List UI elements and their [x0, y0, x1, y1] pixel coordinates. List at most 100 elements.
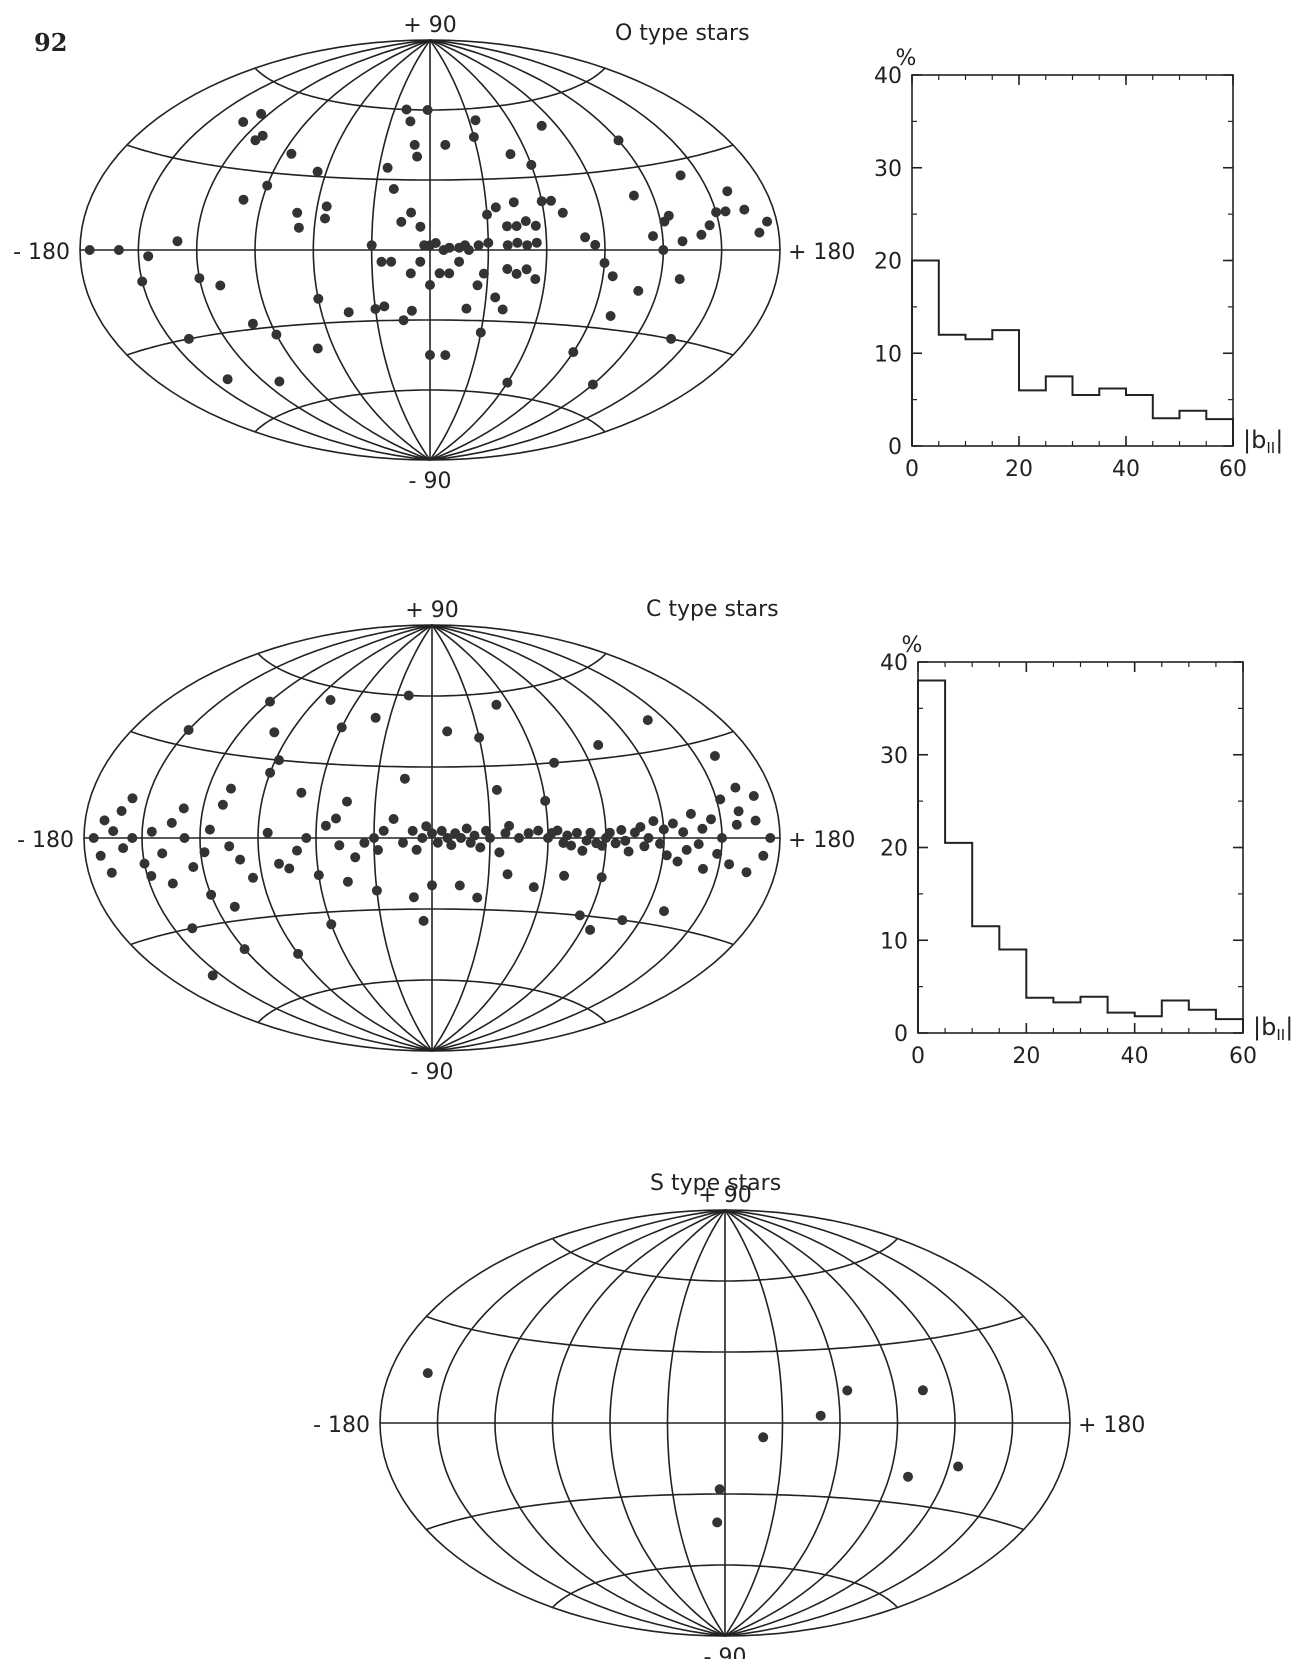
c-type-star-point	[427, 828, 437, 839]
o-type-star-point	[405, 116, 416, 127]
c-type-star-point	[371, 885, 382, 896]
o-type-star-point	[406, 305, 417, 316]
o-type-star-point	[605, 311, 616, 321]
c-type-star-point	[325, 695, 336, 705]
o-type-hist-y-tick-label: 30	[874, 157, 902, 182]
o-type-star-point	[658, 245, 669, 255]
o-type-star-point	[376, 256, 387, 267]
c-type-star-point	[643, 833, 654, 843]
c-type-parallel	[130, 908, 734, 946]
c-type-star-point	[571, 827, 582, 838]
c-type-star-point	[748, 791, 759, 801]
c-type-parallel	[257, 979, 607, 1024]
c-type-star-point	[456, 833, 466, 843]
o-type-star-point	[530, 274, 541, 285]
o-type-star-point	[607, 271, 618, 282]
o-type-map-group: - 180 + 180 + 90 - 90 O type stars	[13, 13, 855, 494]
o-type-star-point	[274, 376, 285, 387]
o-type-star-point	[440, 139, 451, 150]
c-type-star-point	[187, 923, 198, 934]
o-type-star-point	[530, 220, 541, 231]
c-type-hist-histogram-group: 0 10 20 30 40 0 20 40 60% |bII|	[880, 633, 1293, 1069]
c-type-star-point	[485, 833, 495, 843]
c-type-star-point	[188, 862, 199, 872]
o-type-star-point	[238, 194, 249, 205]
o-type-star-point	[250, 135, 261, 146]
c-type-star-point	[523, 828, 534, 839]
c-type-star-point	[139, 858, 150, 869]
page-number: 92	[34, 28, 68, 57]
c-type-star-point	[667, 818, 678, 829]
c-type-star-point	[655, 838, 665, 849]
c-type-hist-histogram-bar	[1189, 1010, 1216, 1033]
c-type-star-point	[388, 814, 399, 824]
o-type-star-point	[531, 237, 542, 248]
o-type-star-point	[502, 264, 513, 274]
c-type-star-point	[758, 850, 769, 861]
o-type-lon-label-right: + 180	[788, 240, 855, 265]
o-type-hist-x-axis-label-suffix: |	[1275, 426, 1283, 454]
o-type-star-point	[238, 117, 249, 127]
c-type-star-point	[293, 948, 304, 959]
c-type-star-point	[207, 970, 218, 981]
o-type-star-point	[520, 216, 531, 227]
o-type-star-point	[343, 307, 354, 318]
c-type-star-point	[733, 806, 744, 817]
o-type-star-point	[590, 239, 601, 250]
c-type-hist-x-tick-label: 60	[1229, 1044, 1257, 1069]
o-type-star-point	[722, 186, 733, 197]
c-type-star-point	[715, 794, 726, 805]
s-type-star-point	[917, 1385, 928, 1396]
o-type-star-point	[412, 151, 423, 162]
o-type-star-point	[483, 237, 494, 248]
c-type-star-point	[616, 825, 627, 835]
o-type-star-point	[405, 268, 416, 279]
c-type-star-point	[461, 823, 472, 834]
o-type-star-point	[599, 258, 610, 268]
o-type-star-point	[454, 256, 465, 267]
c-type-star-point	[313, 870, 324, 881]
o-type-star-point	[674, 274, 685, 285]
o-type-hist-histogram-bar	[1206, 419, 1233, 446]
s-type-star-point	[842, 1385, 853, 1396]
c-type-star-point	[407, 825, 418, 836]
c-type-star-point	[239, 944, 250, 955]
c-type-star-point	[661, 850, 672, 861]
c-type-hist-histogram-outline	[917, 679, 1244, 1033]
o-type-star-point	[113, 245, 124, 255]
c-type-star-point	[731, 819, 742, 830]
c-type-star-point	[698, 863, 708, 874]
c-type-star-point	[658, 824, 669, 835]
c-type-star-point	[593, 740, 604, 750]
o-type-parallel	[254, 389, 606, 433]
c-type-star-point	[442, 726, 453, 737]
o-type-star-point	[409, 139, 420, 150]
o-type-star-point	[137, 276, 148, 287]
c-type-star-point	[566, 840, 577, 851]
c-type-star-point	[199, 847, 210, 858]
o-type-star-point	[257, 130, 268, 141]
o-type-star-point	[720, 206, 731, 217]
c-type-star-point	[574, 910, 585, 921]
o-type-star-point	[434, 268, 445, 279]
c-type-star-point	[475, 842, 486, 853]
c-type-star-point	[320, 820, 331, 831]
c-type-hist-y-axis-label: %	[902, 633, 923, 658]
c-type-hist-histogram-bar	[1135, 1016, 1162, 1033]
c-type-hist-histogram-bar	[1081, 997, 1108, 1033]
c-type-star-point	[585, 924, 596, 935]
o-type-star-point	[490, 292, 501, 303]
c-type-star-point	[95, 850, 106, 861]
c-type-title: C type stars	[646, 597, 779, 622]
c-type-star-point	[596, 872, 607, 883]
o-type-star-point	[521, 264, 532, 275]
c-type-star-point	[399, 773, 410, 784]
c-type-hist-histogram-bar	[972, 926, 999, 1033]
o-type-star-point	[587, 379, 598, 390]
c-type-star-point	[765, 833, 776, 843]
c-type-hist-y-tick-label: 0	[894, 1022, 908, 1047]
c-type-hist-x-tick-label: 40	[1121, 1044, 1149, 1069]
c-type-star-point	[585, 827, 596, 838]
c-type-star-point	[359, 837, 370, 848]
